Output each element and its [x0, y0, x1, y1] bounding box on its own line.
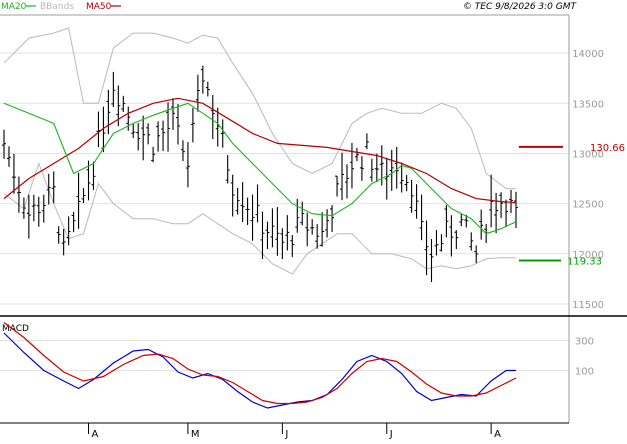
y-tick-label-13000: 13000 — [572, 149, 604, 160]
y-tick-label-12500: 12500 — [572, 200, 604, 211]
x-tick-label-2: J — [284, 429, 288, 440]
macd-y-tick-label-300: 300 — [575, 337, 594, 348]
y-tick-label-13500: 13500 — [572, 99, 604, 110]
resistance-label: 130.66 — [590, 143, 625, 154]
support-label: 119.33 — [567, 257, 602, 268]
macd-series-macd — [3, 332, 516, 409]
legend-label-ma50: MA50 — [86, 2, 112, 12]
x-tick-label-4: A — [494, 429, 501, 440]
x-tick-label-1: M — [191, 429, 200, 440]
macd-y-tick-label-100: 100 — [575, 367, 594, 378]
legend-label-ma20: MA20 — [1, 2, 27, 12]
bbands-upper-line — [3, 27, 516, 190]
bbands-lower-line — [3, 161, 516, 275]
macd-series-signal — [3, 322, 517, 405]
y-tick-label-11500: 11500 — [572, 300, 604, 311]
y-tick-label-14000: 14000 — [572, 49, 604, 60]
y-tick-label-12000: 12000 — [572, 250, 604, 261]
legend-label-bbands: BBands — [40, 2, 74, 12]
legend: MA20 BBands MA50 — [1, 2, 121, 12]
x-tick-label-0: A — [92, 429, 99, 440]
macd-title: MACD — [2, 324, 29, 334]
copyright-text: © TEC 9/8/2026 3:0 GMT — [463, 2, 578, 12]
ma50-line — [3, 97, 517, 204]
x-tick-label-3: J — [389, 429, 393, 440]
ma20-line — [3, 102, 517, 235]
